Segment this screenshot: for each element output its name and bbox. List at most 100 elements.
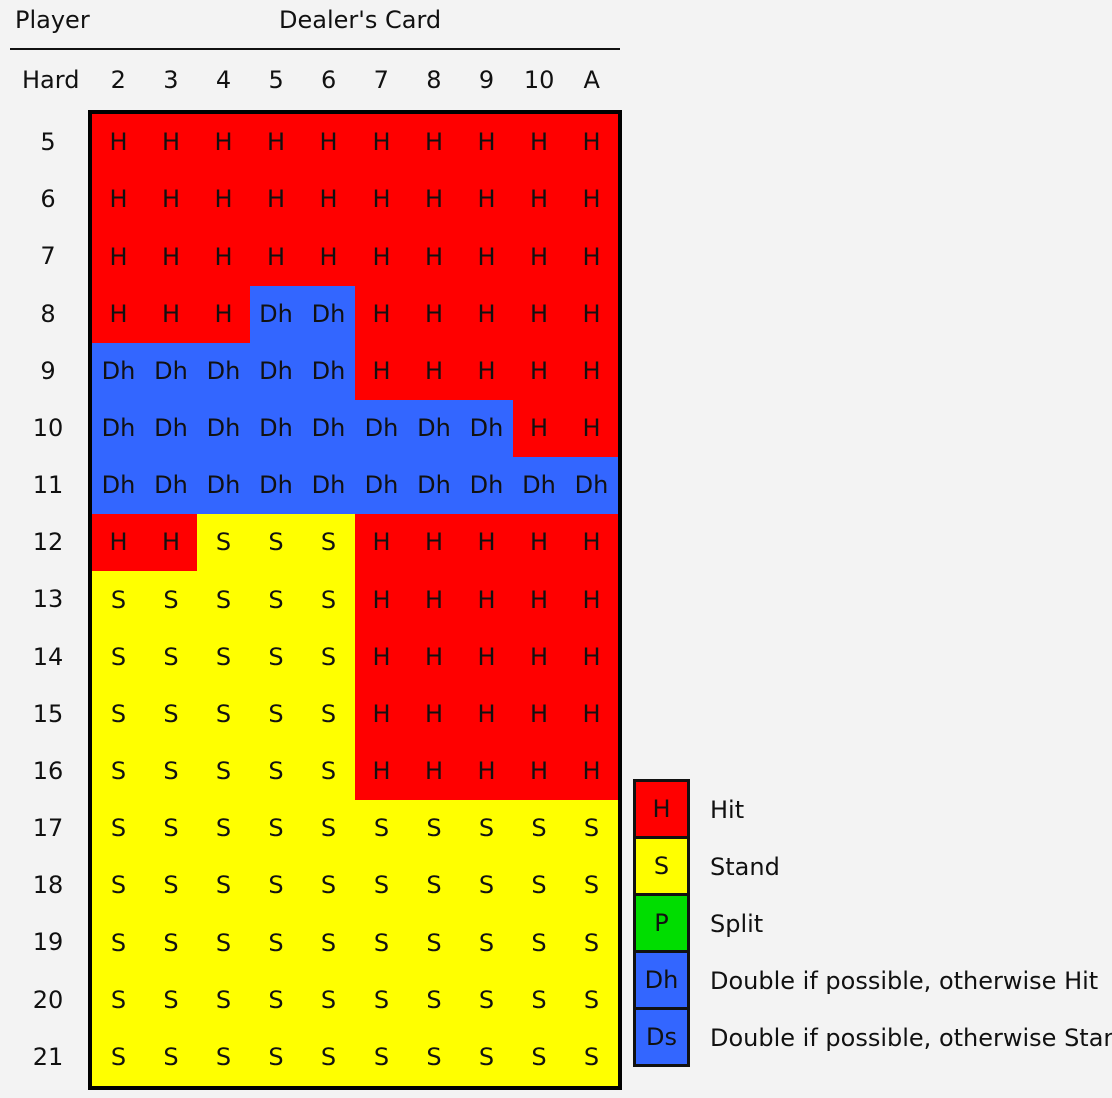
strategy-cell: S [460, 914, 513, 972]
strategy-cell: Dh [250, 286, 302, 343]
strategy-cell: H [92, 171, 145, 228]
player-total-header: 8 [40, 299, 56, 328]
strategy-cell: S [250, 743, 302, 800]
player-total-header: 13 [32, 585, 64, 614]
strategy-cell: H [460, 514, 513, 571]
legend-swatch-s: S [633, 836, 690, 896]
strategy-cell: S [92, 972, 145, 1029]
player-total-header: 18 [32, 871, 64, 900]
strategy-cell: H [408, 571, 460, 629]
strategy-cell: S [408, 972, 460, 1029]
strategy-cell: H [197, 286, 250, 343]
strategy-cell: H [355, 686, 408, 743]
strategy-cell: H [355, 514, 408, 571]
strategy-cell: S [197, 629, 250, 686]
legend-label-ds: Double if possible, otherwise Stand [710, 1024, 1112, 1052]
strategy-cell: S [197, 800, 250, 857]
strategy-cell: H [565, 286, 618, 343]
strategy-cell: S [250, 914, 302, 972]
strategy-cell: H [355, 743, 408, 800]
strategy-cell: S [250, 514, 302, 571]
strategy-cell: S [355, 972, 408, 1029]
strategy-cell: H [513, 743, 565, 800]
strategy-cell: S [355, 914, 408, 972]
strategy-cell: S [92, 571, 145, 629]
strategy-cell: Dh [460, 457, 513, 514]
strategy-cell: Dh [355, 457, 408, 514]
strategy-cell: S [513, 914, 565, 972]
strategy-cell: S [145, 914, 197, 972]
strategy-cell: S [92, 629, 145, 686]
player-total-header: 5 [40, 128, 56, 156]
dealer-card-header: A [583, 66, 600, 94]
strategy-cell: S [408, 857, 460, 914]
strategy-cell: S [302, 571, 355, 629]
strategy-cell: S [302, 972, 355, 1029]
strategy-cell: H [513, 343, 565, 400]
strategy-cell: Dh [250, 457, 302, 514]
strategy-cell: H [302, 228, 355, 286]
strategy-cell: Dh [250, 400, 302, 457]
strategy-cell: H [460, 629, 513, 686]
strategy-cell: H [197, 171, 250, 228]
strategy-cell: Dh [197, 343, 250, 400]
strategy-cell: S [302, 1029, 355, 1086]
strategy-cell: H [460, 686, 513, 743]
player-total-header: 16 [32, 756, 64, 785]
strategy-cell: S [302, 914, 355, 972]
strategy-cell: H [250, 114, 302, 171]
strategy-cell: S [565, 1029, 618, 1086]
strategy-cell: H [460, 571, 513, 629]
strategy-cell: S [145, 743, 197, 800]
strategy-cell: H [565, 171, 618, 228]
strategy-cell: H [355, 228, 408, 286]
strategy-cell: H [513, 629, 565, 686]
strategy-cell: H [565, 343, 618, 400]
strategy-cell: Dh [355, 400, 408, 457]
strategy-cell: H [408, 629, 460, 686]
player-total-header: 9 [40, 356, 56, 385]
strategy-cell: H [513, 571, 565, 629]
strategy-cell: S [92, 743, 145, 800]
strategy-cell: H [197, 228, 250, 286]
legend-label-s: Stand [710, 853, 780, 881]
strategy-cell: H [92, 286, 145, 343]
strategy-cell: H [355, 571, 408, 629]
strategy-cell: H [565, 571, 618, 629]
strategy-cell: S [302, 800, 355, 857]
strategy-cell: H [513, 514, 565, 571]
dealer-card-header: 10 [523, 66, 555, 94]
strategy-cell: H [145, 286, 197, 343]
strategy-cell: Dh [145, 457, 197, 514]
strategy-cell: S [197, 514, 250, 571]
strategy-cell: H [408, 171, 460, 228]
strategy-cell: H [565, 228, 618, 286]
strategy-cell: H [302, 114, 355, 171]
strategy-cell: H [565, 514, 618, 571]
strategy-cell: H [460, 228, 513, 286]
strategy-cell: H [408, 286, 460, 343]
strategy-cell: S [250, 571, 302, 629]
strategy-cell: S [355, 1029, 408, 1086]
legend-swatch-p: P [633, 893, 690, 953]
player-total-header: 6 [40, 185, 56, 214]
strategy-cell: Dh [145, 343, 197, 400]
strategy-cell: H [460, 286, 513, 343]
strategy-cell: Dh [92, 343, 145, 400]
strategy-cell: Dh [197, 457, 250, 514]
strategy-cell: S [145, 972, 197, 1029]
strategy-cell: H [355, 171, 408, 228]
strategy-cell: S [197, 571, 250, 629]
strategy-cell: S [92, 857, 145, 914]
strategy-cell: H [513, 686, 565, 743]
strategy-cell: Dh [92, 400, 145, 457]
strategy-cell: S [92, 800, 145, 857]
strategy-cell: S [197, 914, 250, 972]
strategy-cell: S [460, 1029, 513, 1086]
strategy-cell: S [302, 514, 355, 571]
strategy-cell: H [460, 743, 513, 800]
strategy-cell: S [197, 686, 250, 743]
strategy-cell: S [197, 1029, 250, 1086]
strategy-cell: S [302, 629, 355, 686]
strategy-cell: Dh [197, 400, 250, 457]
